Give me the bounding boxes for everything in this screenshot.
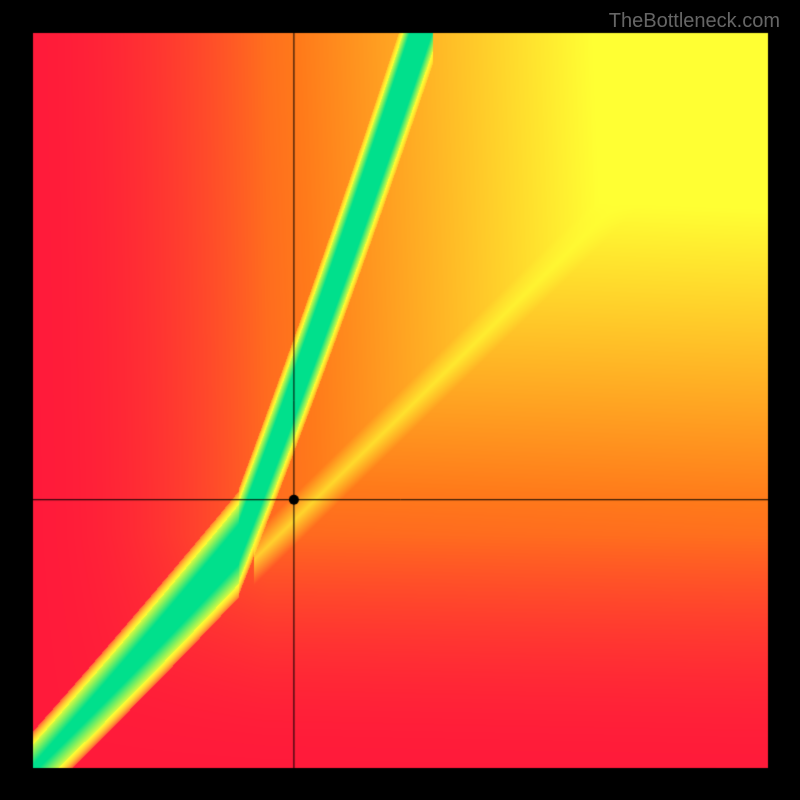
heatmap-canvas (0, 0, 800, 800)
watermark-text: TheBottleneck.com (609, 10, 780, 33)
chart-container: TheBottleneck.com (0, 0, 800, 800)
